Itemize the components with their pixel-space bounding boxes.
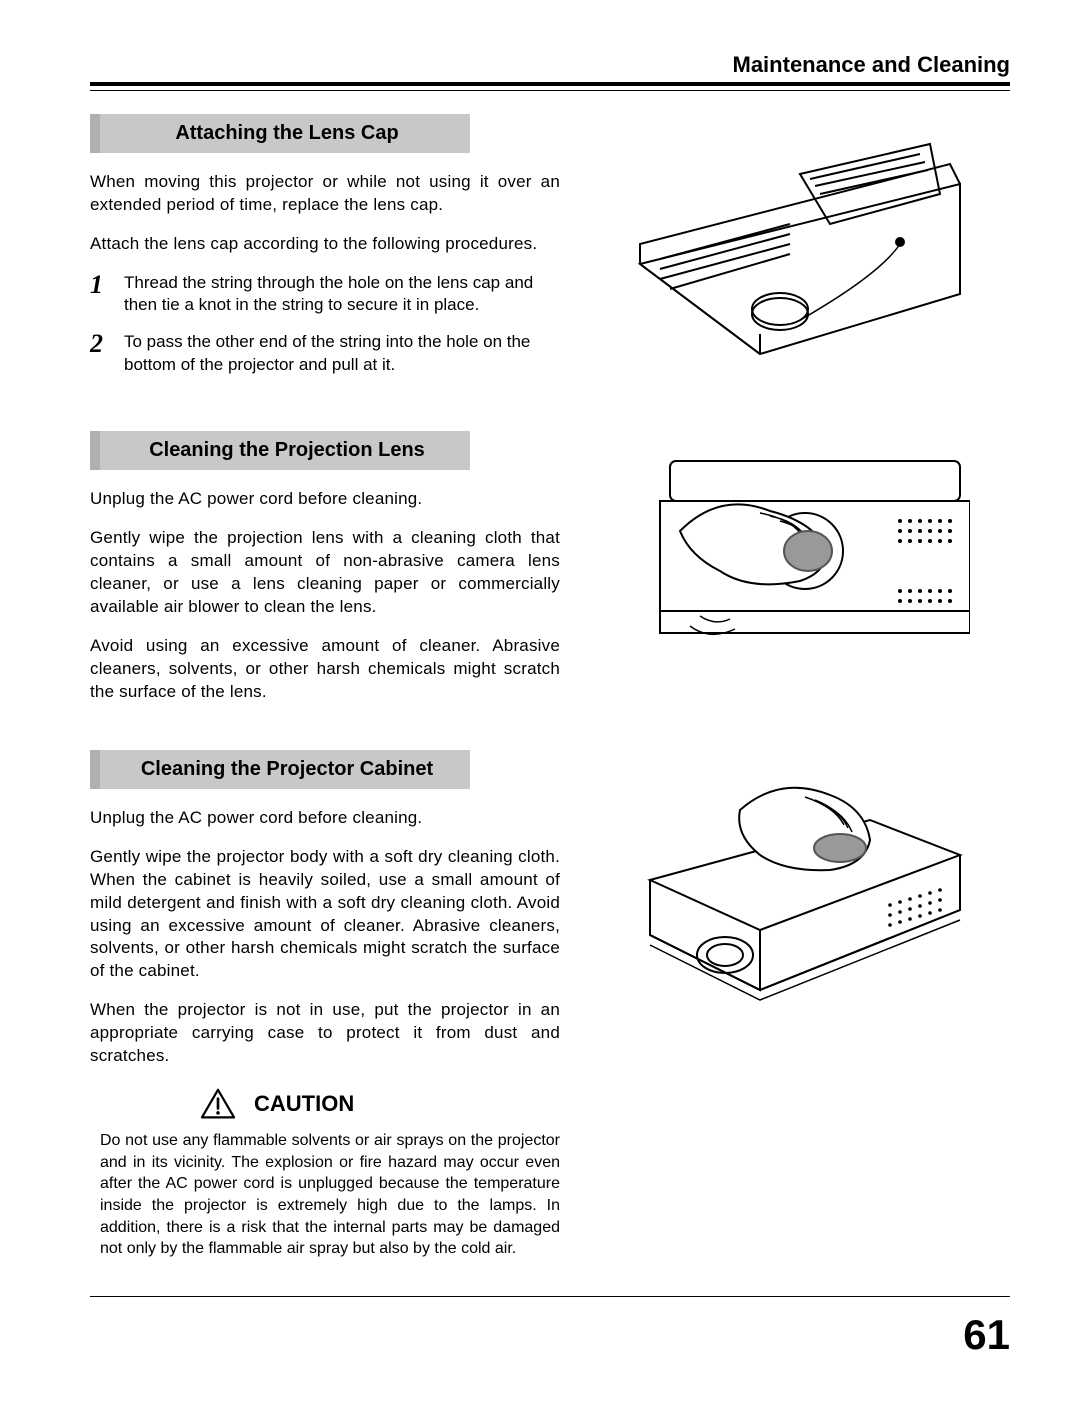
section-title-projection-lens: Cleaning the Projection Lens (90, 431, 470, 470)
page-number: 61 (90, 1307, 1010, 1364)
text-column: Cleaning the Projector Cabinet Unplug th… (90, 750, 560, 1260)
paragraph: Avoid using an excessive amount of clean… (90, 635, 560, 704)
header-title: Maintenance and Cleaning (733, 52, 1011, 77)
paragraph: Gently wipe the projector body with a so… (90, 846, 560, 984)
caution-body: Do not use any flammable solvents or air… (100, 1130, 560, 1260)
section-projection-lens: Cleaning the Projection Lens Unplug the … (90, 431, 1010, 720)
step-2: 2 To pass the other end of the string in… (90, 331, 560, 377)
paragraph: Unplug the AC power cord before cleaning… (90, 488, 560, 511)
paragraph: Unplug the AC power cord before cleaning… (90, 807, 560, 830)
step-number: 1 (90, 272, 112, 318)
warning-icon (200, 1088, 236, 1120)
section-lens-cap: Attaching the Lens Cap When moving this … (90, 114, 1010, 392)
paragraph: Gently wipe the projection lens with a c… (90, 527, 560, 619)
step-list: 1 Thread the string through the hole on … (90, 272, 560, 378)
caution-label: CAUTION (254, 1089, 354, 1119)
illustration-lens-cap (590, 114, 1010, 364)
step-text: Thread the string through the hole on th… (124, 272, 560, 318)
attach-paragraph: Attach the lens cap according to the fol… (90, 233, 560, 256)
paragraph: When the projector is not in use, put th… (90, 999, 560, 1068)
intro-paragraph: When moving this projector or while not … (90, 171, 560, 217)
text-column: Attaching the Lens Cap When moving this … (90, 114, 560, 392)
section-title-cabinet: Cleaning the Projector Cabinet (90, 750, 470, 789)
section-projector-cabinet: Cleaning the Projector Cabinet Unplug th… (90, 750, 1010, 1260)
illustration-clean-lens (590, 431, 1010, 661)
footer-divider (90, 1296, 1010, 1297)
step-number: 2 (90, 331, 112, 377)
step-1: 1 Thread the string through the hole on … (90, 272, 560, 318)
page-header: Maintenance and Cleaning (90, 50, 1010, 86)
caution-header: CAUTION (200, 1088, 560, 1120)
text-column: Cleaning the Projection Lens Unplug the … (90, 431, 560, 720)
section-title-lens-cap: Attaching the Lens Cap (90, 114, 470, 153)
illustration-clean-cabinet (590, 750, 1010, 1010)
step-text: To pass the other end of the string into… (124, 331, 560, 377)
